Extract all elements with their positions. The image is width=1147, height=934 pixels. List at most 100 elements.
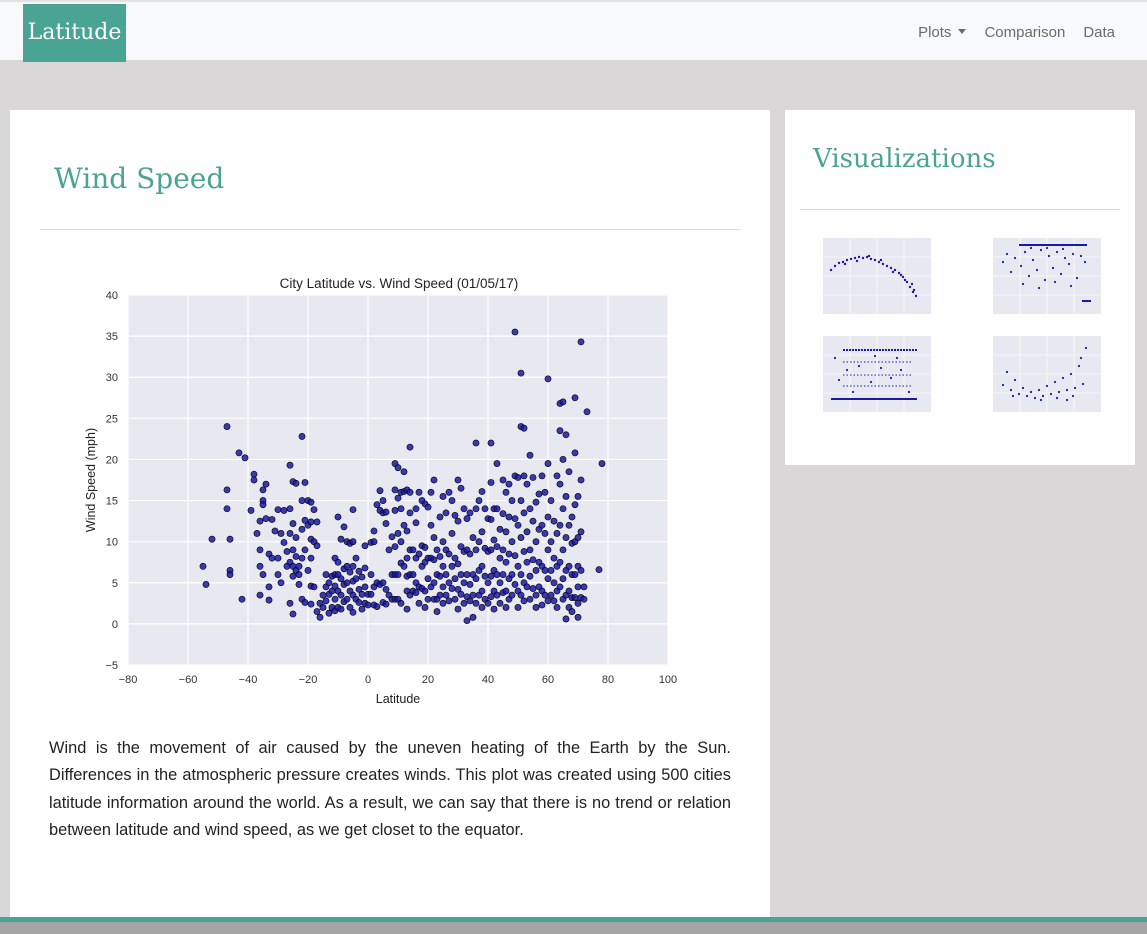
data-point: [598, 460, 606, 467]
data-point: [487, 479, 495, 486]
data-point: [520, 597, 528, 605]
data-point: [376, 487, 384, 495]
data-point: [493, 460, 501, 467]
nav-comparison-link[interactable]: Comparison: [984, 23, 1066, 41]
brand-logo[interactable]: Latitude: [23, 4, 126, 62]
data-point: [406, 443, 414, 451]
data-point: [508, 497, 516, 504]
thumbnail-max-temperature[interactable]: [813, 232, 935, 324]
data-point: [421, 587, 429, 595]
data-point: [433, 546, 441, 554]
data-point: [448, 530, 456, 537]
data-point: [460, 599, 468, 607]
data-point: [421, 604, 429, 611]
data-point: [442, 591, 450, 599]
data-point: [199, 562, 207, 570]
data-point: [562, 431, 570, 439]
data-point: [571, 394, 579, 402]
data-point: [346, 604, 354, 611]
data-point: [490, 536, 498, 544]
data-point: [394, 494, 402, 502]
data-point: [505, 480, 513, 488]
data-point: [301, 599, 309, 606]
data-point: [457, 590, 465, 598]
data-point: [547, 497, 555, 504]
footer-accent-bar: [0, 917, 1147, 922]
x-tick-label: 60: [542, 674, 554, 686]
data-point: [529, 556, 537, 564]
data-point: [292, 553, 300, 560]
data-point: [283, 548, 291, 555]
data-point: [424, 575, 432, 583]
nav-data-link[interactable]: Data: [1083, 23, 1115, 41]
nav-plots-dropdown[interactable]: Plots: [918, 24, 967, 41]
data-point: [355, 599, 363, 606]
data-point: [373, 501, 381, 509]
data-point: [337, 605, 345, 613]
data-point: [523, 480, 531, 488]
data-point: [559, 546, 567, 554]
data-point: [415, 599, 423, 607]
data-point: [319, 604, 327, 611]
x-axis-label: Latitude: [376, 692, 421, 706]
data-point: [499, 476, 507, 484]
data-point: [514, 604, 522, 611]
data-point: [334, 558, 342, 566]
data-point: [301, 546, 309, 554]
data-point: [544, 597, 552, 605]
data-point: [463, 515, 471, 523]
thumbnail-humidity[interactable]: [983, 232, 1105, 324]
data-point: [364, 601, 372, 609]
data-point: [478, 587, 486, 595]
data-point: [544, 575, 552, 583]
thumbnail-wind-speed[interactable]: [983, 330, 1105, 422]
data-point: [571, 571, 579, 578]
data-points: [199, 328, 606, 624]
data-point: [277, 579, 285, 587]
data-point: [577, 476, 585, 484]
data-point: [370, 538, 378, 546]
data-point: [457, 484, 465, 492]
data-point: [514, 474, 522, 481]
data-point: [499, 510, 507, 518]
data-point: [286, 599, 294, 607]
data-point: [304, 567, 312, 574]
data-point: [358, 573, 366, 581]
data-point: [571, 501, 579, 509]
data-point: [523, 558, 531, 566]
data-point: [352, 554, 360, 562]
data-point: [208, 535, 216, 543]
x-tick-label: 80: [602, 674, 614, 686]
data-point: [490, 605, 498, 613]
data-point: [334, 513, 342, 521]
data-point: [223, 486, 231, 494]
y-tick-label: 40: [106, 290, 118, 302]
x-tick-label: −80: [119, 674, 138, 686]
data-point: [274, 506, 282, 513]
data-point: [256, 546, 264, 554]
data-point: [322, 571, 330, 578]
data-point: [451, 511, 459, 519]
data-point: [562, 534, 570, 541]
data-point: [259, 571, 267, 578]
data-point: [574, 534, 582, 541]
data-point: [502, 587, 510, 595]
data-point: [250, 470, 258, 478]
data-point: [472, 439, 480, 447]
data-point: [466, 597, 474, 605]
data-point: [466, 509, 474, 517]
data-point: [382, 520, 390, 527]
data-point: [484, 599, 492, 607]
x-tick-label: 40: [482, 674, 494, 686]
data-point: [454, 560, 462, 568]
data-point: [577, 338, 585, 346]
data-point: [442, 509, 450, 517]
data-point: [313, 608, 321, 615]
thumbnail-cloudiness[interactable]: [813, 330, 935, 422]
data-point: [439, 583, 447, 591]
data-point: [358, 605, 366, 613]
data-point: [307, 554, 315, 562]
data-point: [580, 583, 588, 591]
data-point: [298, 525, 306, 533]
data-point: [265, 583, 273, 591]
